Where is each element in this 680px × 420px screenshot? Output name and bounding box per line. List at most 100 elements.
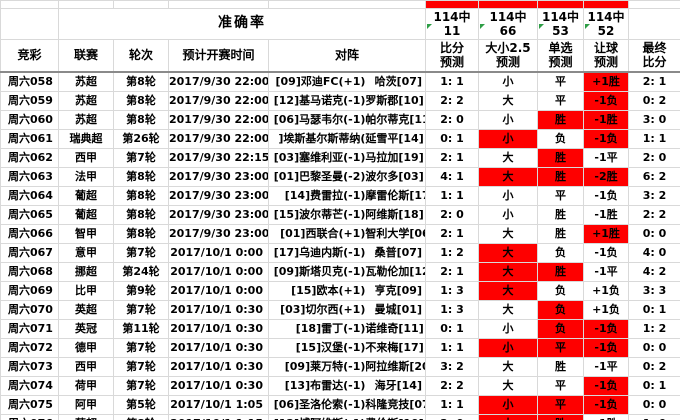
cell-handicap-pred[interactable]: -1负 xyxy=(583,395,629,415)
col-header-overunder-pred[interactable]: 大小2.5 预测 xyxy=(478,39,538,73)
cell-match-id[interactable]: 周六072 xyxy=(0,338,59,358)
cell-overunder-pred[interactable]: 大 xyxy=(478,376,538,396)
cell-league[interactable]: 比甲 xyxy=(58,281,114,301)
cell-matchup[interactable]: [17]乌迪内斯(-1) 桑普[07] xyxy=(268,243,426,263)
cell-start-time[interactable]: 2017/9/30 22:00 xyxy=(168,71,269,92)
cell-final-score[interactable]: 2: 1 xyxy=(628,71,680,92)
cell-handicap-pred[interactable]: -2胜 xyxy=(583,167,629,187)
cell-league[interactable]: 葡超 xyxy=(58,414,114,420)
cell-single-pred[interactable]: 平 xyxy=(537,376,584,396)
cell-match-id[interactable]: 周六066 xyxy=(0,224,59,244)
cell-final-score[interactable]: 0: 0 xyxy=(628,224,680,244)
cell-league[interactable]: 葡超 xyxy=(58,205,114,225)
cell-start-time[interactable]: 2017/10/1 0:00 xyxy=(168,243,269,263)
cell-score-pred[interactable]: 1: 2 xyxy=(425,243,479,263)
cell-match-id[interactable]: 周六068 xyxy=(0,262,59,282)
cell-matchup[interactable]: [13]布雷达(-1) 海牙[14] xyxy=(268,376,426,396)
cell-start-time[interactable]: 2017/10/1 0:30 xyxy=(168,319,269,339)
cell-start-time[interactable]: 2017/10/1 0:30 xyxy=(168,376,269,396)
cell-round[interactable]: 第7轮 xyxy=(113,243,169,263)
cell-score-pred[interactable]: 1: 1 xyxy=(425,395,479,415)
cell-round[interactable]: 第8轮 xyxy=(113,167,169,187)
cell-start-time[interactable]: 2017/10/1 1:15 xyxy=(168,414,269,420)
cell-matchup[interactable]: [12]基马诺克(-1) 罗斯郡[10] xyxy=(268,91,426,111)
cell-matchup[interactable]: [15]欧本(+1) 亨克[09] xyxy=(268,281,426,301)
cell-match-id[interactable]: 周六076 xyxy=(0,414,59,420)
cell-round[interactable]: 第8轮 xyxy=(113,186,169,206)
cell-overunder-pred[interactable]: 大 xyxy=(478,262,538,282)
cell-single-pred[interactable]: 胜 xyxy=(537,148,584,168)
cell-overunder-pred[interactable]: 大 xyxy=(478,281,538,301)
cell-start-time[interactable]: 2017/9/30 23:00 xyxy=(168,186,269,206)
cell-round[interactable]: 第9轮 xyxy=(113,281,169,301)
cell-handicap-pred[interactable]: -1负 xyxy=(583,376,629,396)
cell-final-score[interactable]: 2: 2 xyxy=(628,205,680,225)
cell-single-pred[interactable]: 平 xyxy=(537,91,584,111)
cell-league[interactable]: 西甲 xyxy=(58,148,114,168)
cell-matchup[interactable]: [15]汉堡(-1) 不来梅[17] xyxy=(268,338,426,358)
cell-overunder-pred[interactable]: 大 xyxy=(478,224,538,244)
cell-matchup[interactable]: ]埃斯基尔斯蒂纳(延雪平[14] xyxy=(268,129,426,149)
cell-single-pred[interactable]: 胜 xyxy=(537,357,584,377)
col-header-final-score[interactable]: 最终 比分 xyxy=(628,39,680,73)
cell-league[interactable]: 苏超 xyxy=(58,91,114,111)
cell-round[interactable]: 第24轮 xyxy=(113,262,169,282)
cell-handicap-pred[interactable]: -1负 xyxy=(583,186,629,206)
cell-score-pred[interactable]: 2: 0 xyxy=(425,205,479,225)
cell-start-time[interactable]: 2017/9/30 22:15 xyxy=(168,148,269,168)
cell-single-pred[interactable]: 负 xyxy=(537,243,584,263)
cell-league[interactable]: 葡超 xyxy=(58,186,114,206)
accuracy-cell-score[interactable]: 114中 11 xyxy=(425,8,479,40)
cell-final-score[interactable]: 2: 0 xyxy=(628,148,680,168)
cell-final-score[interactable]: 1: 1 xyxy=(628,129,680,149)
cell-round[interactable]: 第7轮 xyxy=(113,357,169,377)
cell-single-pred[interactable]: 平 xyxy=(537,395,584,415)
cell-handicap-pred[interactable]: +1负 xyxy=(583,281,629,301)
cell-single-pred[interactable]: 胜 xyxy=(537,224,584,244)
col-header-matchup[interactable]: 对阵 xyxy=(268,39,426,73)
cell-single-pred[interactable]: 胜 xyxy=(537,414,584,420)
cell-handicap-pred[interactable]: -1胜 xyxy=(583,110,629,130)
col-header-league[interactable]: 联赛 xyxy=(58,39,114,73)
cell-match-id[interactable]: 周六063 xyxy=(0,167,59,187)
cell-matchup[interactable]: [01]巴黎圣曼(-2) 波尔多[03] xyxy=(268,167,426,187)
cell-final-score[interactable]: 0: 0 xyxy=(628,395,680,415)
cell-start-time[interactable]: 2017/9/30 22:00 xyxy=(168,129,269,149)
cell-score-pred[interactable]: 2: 2 xyxy=(425,376,479,396)
cell-round[interactable]: 第8轮 xyxy=(113,224,169,244)
cell-final-score[interactable]: 3: 0 xyxy=(628,110,680,130)
cell-handicap-pred[interactable]: +1胜 xyxy=(583,224,629,244)
cell-matchup[interactable]: [14]费雷拉(-1)摩雷伦斯[17] xyxy=(268,186,426,206)
cell-league[interactable]: 法甲 xyxy=(58,167,114,187)
cell-handicap-pred[interactable]: -1负 xyxy=(583,91,629,111)
cell-round[interactable]: 第5轮 xyxy=(113,395,169,415)
cell-league[interactable]: 德甲 xyxy=(58,338,114,358)
cell-matchup[interactable]: [03]塞维利亚(-1) 马拉加[19] xyxy=(268,148,426,168)
cell-overunder-pred[interactable]: 大 xyxy=(478,357,538,377)
cell-match-id[interactable]: 周六065 xyxy=(0,205,59,225)
cell-single-pred[interactable]: 负 xyxy=(537,281,584,301)
cell-score-pred[interactable]: 4: 1 xyxy=(425,167,479,187)
accuracy-cell-overunder[interactable]: 114中 66 xyxy=(478,8,538,40)
cell-start-time[interactable]: 2017/10/1 0:30 xyxy=(168,338,269,358)
accuracy-title[interactable]: 准确率 xyxy=(58,8,426,40)
cell-handicap-pred[interactable]: -1胜 xyxy=(583,205,629,225)
cell-round[interactable]: 第7轮 xyxy=(113,376,169,396)
cell-match-id[interactable]: 周六058 xyxy=(0,71,59,92)
cell-match-id[interactable]: 周六061 xyxy=(0,129,59,149)
cell-score-pred[interactable]: 2: 0 xyxy=(425,414,479,420)
cell-final-score[interactable]: 0: 0 xyxy=(628,338,680,358)
cell-league[interactable]: 阿甲 xyxy=(58,395,114,415)
cell-round[interactable]: 第8轮 xyxy=(113,414,169,420)
cell-league[interactable]: 西甲 xyxy=(58,357,114,377)
cell-overunder-pred[interactable]: 大 xyxy=(478,91,538,111)
cell-match-id[interactable]: 周六071 xyxy=(0,319,59,339)
cell-overunder-pred[interactable]: 小 xyxy=(478,395,538,415)
cell-handicap-pred[interactable]: -1负 xyxy=(583,243,629,263)
cell-score-pred[interactable]: 0: 1 xyxy=(425,129,479,149)
cell-handicap-pred[interactable]: -1平 xyxy=(583,262,629,282)
cell-league[interactable]: 英超 xyxy=(58,300,114,320)
cell-match-id[interactable]: 周六074 xyxy=(0,376,59,396)
cell-score-pred[interactable]: 1: 1 xyxy=(425,71,479,92)
cell-single-pred[interactable]: 平 xyxy=(537,186,584,206)
